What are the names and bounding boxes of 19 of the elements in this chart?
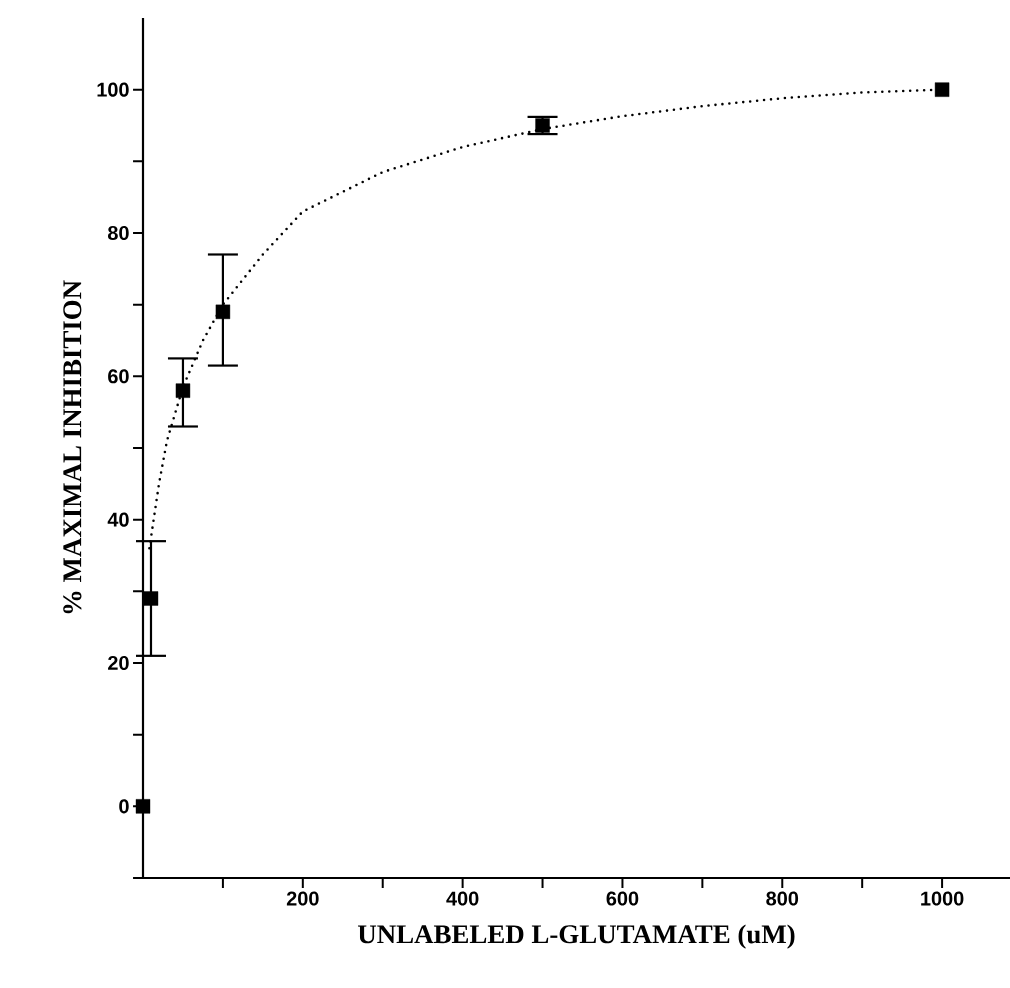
x-tick-label: 1000 (921, 891, 964, 906)
y-tick-label: 80 (107, 225, 129, 241)
x-tick-label: 800 (766, 891, 799, 906)
point (175, 383, 191, 398)
y-tick-label: 0 (119, 799, 129, 814)
point (535, 118, 550, 133)
y-tick-label: 40 (107, 512, 129, 527)
point (215, 304, 231, 320)
point (143, 591, 159, 606)
y-tick-label: 60 (108, 369, 129, 384)
point (934, 82, 950, 97)
x-tick-label: 600 (606, 891, 639, 906)
y-tick-label: 100 (97, 82, 129, 97)
x-tick-label: 200 (286, 891, 319, 906)
x-axis-title: UNLABELED L-GLUTAMATE (uM) (357, 924, 795, 949)
x-tick-label: 400 (446, 891, 479, 906)
point (135, 799, 151, 814)
y-tick-label: 20 (108, 655, 129, 671)
y-axis-title: % MAXIMAL INHIBITION (63, 280, 82, 614)
